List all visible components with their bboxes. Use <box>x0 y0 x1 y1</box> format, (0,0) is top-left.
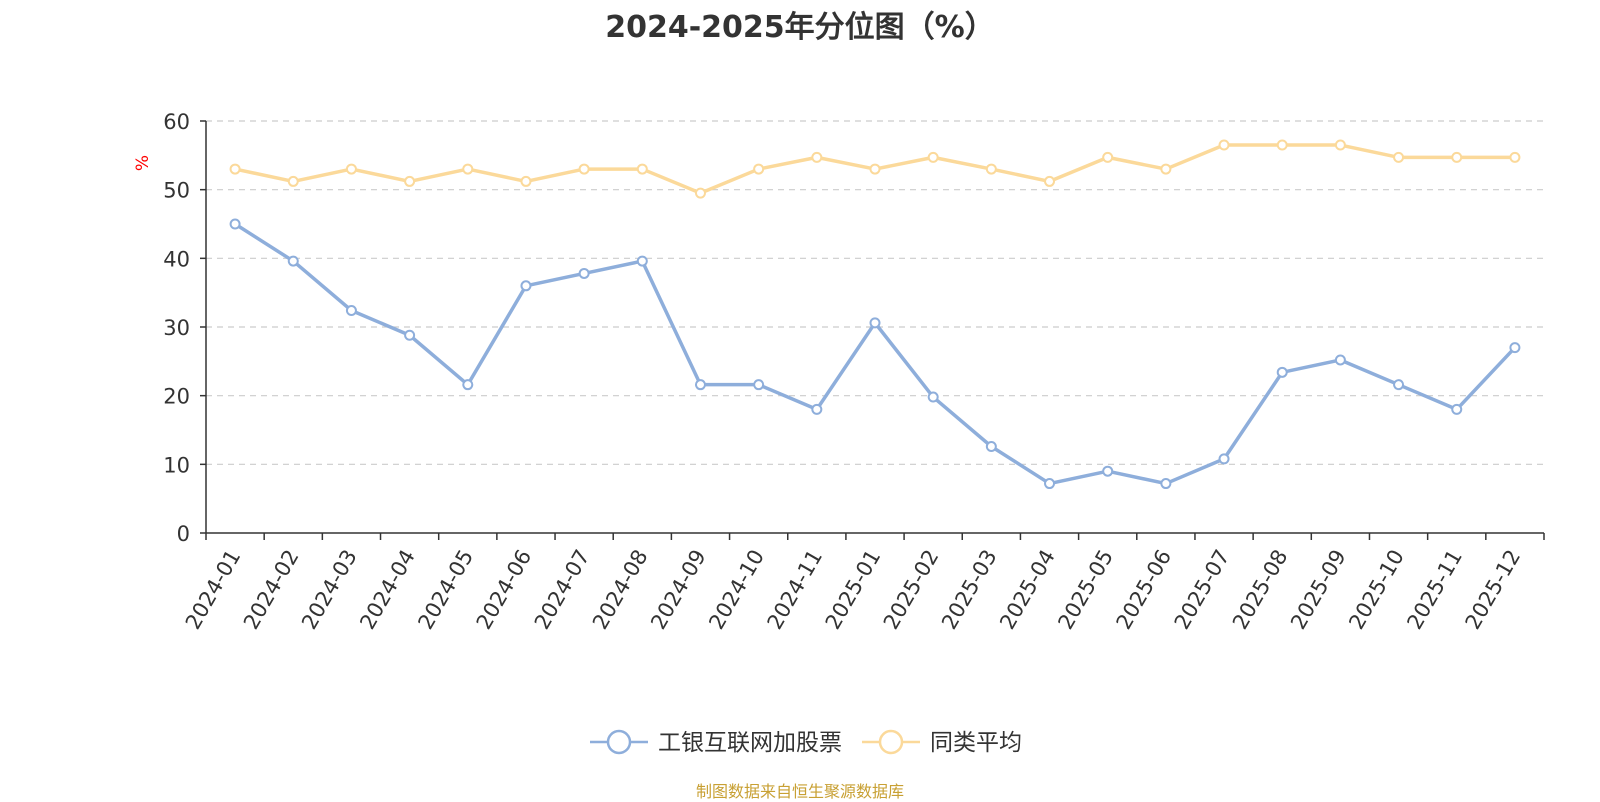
data-point-fund <box>520 280 532 292</box>
x-tick-label: 2025-12 <box>1461 546 1526 634</box>
data-point-average <box>345 163 357 175</box>
y-tick-label: 50 <box>163 179 190 203</box>
x-tick-label: 2024-10 <box>704 546 769 634</box>
data-point-average <box>287 175 299 187</box>
data-point-fund <box>1102 465 1114 477</box>
x-tick-label: 2025-11 <box>1402 546 1467 634</box>
data-point-fund <box>1160 478 1172 490</box>
data-point-average <box>636 163 648 175</box>
x-tick-label: 2025-01 <box>821 546 886 634</box>
data-point-average <box>462 163 474 175</box>
data-point-average <box>753 163 765 175</box>
data-point-average <box>927 151 939 163</box>
data-point-average <box>1451 151 1463 163</box>
data-point-average <box>1393 151 1405 163</box>
data-point-average <box>811 151 823 163</box>
data-point-average <box>1044 175 1056 187</box>
data-point-fund <box>1334 354 1346 366</box>
source-note: 制图数据来自恒生聚源数据库 <box>695 782 904 801</box>
x-tick-label: 2025-06 <box>1112 546 1177 634</box>
data-point-fund <box>636 255 648 267</box>
data-point-fund <box>462 379 474 391</box>
x-tick-label: 2024-01 <box>181 546 246 634</box>
chart-title: 2024-2025年分位图（%） <box>605 10 995 45</box>
legend-marker-fund <box>606 729 632 755</box>
data-point-average <box>985 163 997 175</box>
data-point-fund <box>1509 342 1521 354</box>
data-point-fund <box>694 379 706 391</box>
x-tick-label: 2024-04 <box>355 546 420 634</box>
data-point-fund <box>1276 366 1288 378</box>
data-point-average <box>1102 151 1114 163</box>
data-point-fund <box>1218 453 1230 465</box>
x-tick-label: 2024-07 <box>530 546 595 634</box>
x-tick-label: 2025-09 <box>1286 546 1351 634</box>
x-tick-label: 2025-10 <box>1344 546 1409 634</box>
data-point-fund <box>869 317 881 329</box>
data-point-average <box>869 163 881 175</box>
x-tick-label: 2025-07 <box>1170 546 1235 634</box>
y-axis-label: % <box>133 155 153 171</box>
data-point-average <box>1160 163 1172 175</box>
data-point-fund <box>1393 379 1405 391</box>
x-tick-label: 2024-03 <box>297 546 362 634</box>
data-point-fund <box>345 305 357 317</box>
data-point-fund <box>404 329 416 341</box>
data-point-fund <box>753 379 765 391</box>
data-point-average <box>404 175 416 187</box>
series-line-fund <box>234 222 1517 486</box>
y-tick-label: 10 <box>163 453 190 477</box>
x-tick-label: 2024-11 <box>762 546 827 634</box>
x-tick-label: 2025-08 <box>1228 546 1293 634</box>
y-tick-label: 0 <box>177 522 190 546</box>
data-point-average <box>1509 151 1521 163</box>
data-point-average <box>1218 139 1230 151</box>
x-tick-label: 2024-09 <box>646 546 711 634</box>
y-tick-label: 30 <box>163 316 190 340</box>
data-point-fund <box>229 218 241 230</box>
legend-label-fund: 工银互联网加股票 <box>658 730 842 756</box>
data-point-average <box>520 175 532 187</box>
x-tick-label: 2024-02 <box>239 546 304 634</box>
x-tick-label: 2025-05 <box>1053 546 1118 634</box>
data-point-average <box>578 163 590 175</box>
data-point-fund <box>811 403 823 415</box>
data-point-average <box>229 163 241 175</box>
data-point-average <box>1334 139 1346 151</box>
data-point-average <box>694 187 706 199</box>
x-tick-label: 2025-03 <box>937 546 1002 634</box>
x-tick-label: 2024-08 <box>588 546 653 634</box>
data-point-fund <box>578 267 590 279</box>
data-point-fund <box>1044 478 1056 490</box>
legend-label-average: 同类平均 <box>930 730 1022 756</box>
y-tick-label: 60 <box>163 110 190 134</box>
data-point-average <box>1276 139 1288 151</box>
data-point-fund <box>985 440 997 452</box>
x-tick-label: 2025-04 <box>995 546 1060 634</box>
y-tick-label: 20 <box>163 385 190 409</box>
y-tick-label: 40 <box>163 247 190 271</box>
legend-marker-average <box>878 729 904 755</box>
data-point-fund <box>1451 403 1463 415</box>
x-tick-label: 2024-06 <box>472 546 537 634</box>
data-point-fund <box>287 255 299 267</box>
x-tick-label: 2024-05 <box>413 546 478 634</box>
data-point-fund <box>927 391 939 403</box>
x-tick-label: 2025-02 <box>879 545 944 633</box>
